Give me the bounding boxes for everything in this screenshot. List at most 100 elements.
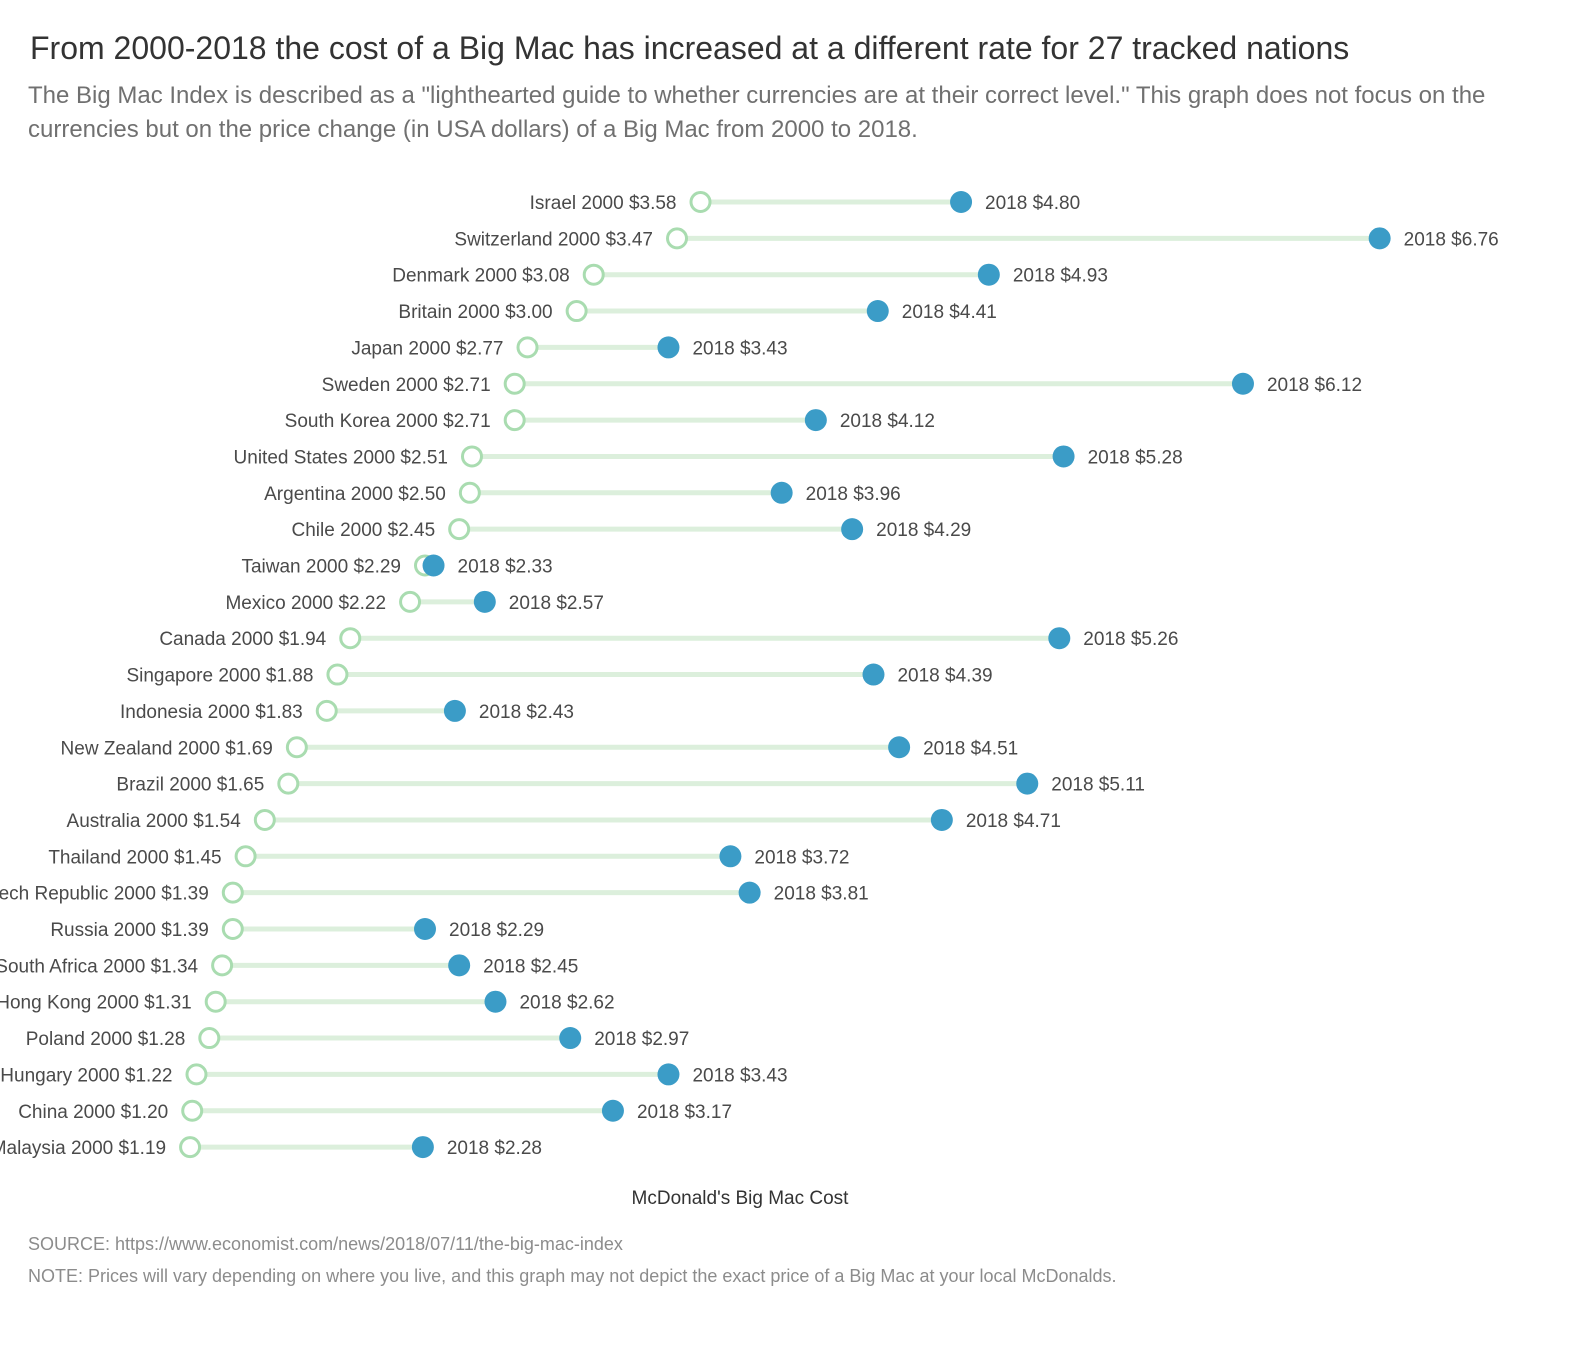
label-2018: 2018 $2.62 [519, 993, 614, 1014]
marker-2000 [234, 845, 257, 868]
marker-2018 [841, 518, 864, 541]
label-2018: 2018 $5.11 [1051, 775, 1145, 796]
marker-2018 [770, 481, 793, 504]
marker-2000 [179, 1136, 202, 1159]
label-2018: 2018 $4.51 [923, 738, 1018, 759]
row-united-states: United States 2000 $2.51 2018 $5.28 [234, 445, 1183, 468]
marker-2018 [422, 554, 445, 577]
marker-2000 [221, 881, 244, 904]
label-2000: Hungary 2000 $1.22 [0, 1065, 172, 1086]
label-2018: 2018 $5.26 [1083, 629, 1178, 650]
marker-2018 [414, 918, 437, 940]
label-2000: South Africa 2000 $1.34 [0, 956, 199, 977]
row-mexico: Mexico 2000 $2.22 2018 $2.57 [225, 590, 604, 614]
marker-2018 [738, 881, 761, 904]
row-indonesia: Indonesia 2000 $1.83 2018 $2.43 [120, 699, 574, 723]
marker-2000 [315, 699, 338, 722]
chart-title: From 2000-2018 the cost of a Big Mac has… [30, 30, 1350, 66]
marker-2018 [448, 954, 471, 977]
row-japan: Japan 2000 $2.77 2018 $3.43 [351, 336, 788, 359]
label-2018: 2018 $3.17 [637, 1102, 732, 1123]
label-2000: Russia 2000 $1.39 [50, 920, 208, 941]
marker-2018 [484, 990, 507, 1013]
marker-2000 [185, 1063, 208, 1086]
label-2000: Chile 2000 $2.45 [292, 520, 436, 541]
label-2018: 2018 $2.57 [509, 593, 604, 614]
label-2000: Israel 2000 $3.58 [530, 193, 677, 214]
row-taiwan: Taiwan 2000 $2.29 2018 $2.33 [241, 554, 553, 578]
dumbbell-chart: Israel 2000 $3.58 2018 $4.80 Switzerland 2… [0, 191, 1499, 1209]
label-2000: Britain 2000 $3.00 [398, 302, 552, 323]
marker-2000 [339, 627, 362, 650]
label-2000: China 2000 $1.20 [18, 1102, 168, 1123]
marker-2000 [516, 336, 539, 359]
marker-2000 [399, 590, 422, 613]
chart-subtitle: The Big Mac Index is described as a "lig… [28, 82, 1486, 143]
marker-2000 [221, 918, 244, 940]
row-hong-kong: Hong Kong 2000 $1.31 2018 $2.62 [0, 990, 615, 1014]
label-2018: 2018 $5.28 [1088, 447, 1183, 468]
row-sweden: Sweden 2000 $2.71 2018 $6.12 [322, 372, 1362, 396]
row-czech-republic: Czech Republic 2000 $1.39 2018 $3.81 [0, 881, 869, 905]
marker-2018 [443, 699, 466, 722]
marker-2018 [930, 808, 953, 831]
marker-2000 [198, 1027, 221, 1050]
label-2000: Denmark 2000 $3.08 [392, 266, 569, 287]
marker-2000 [582, 263, 605, 286]
row-south-korea: South Korea 2000 $2.71 2018 $4.12 [285, 409, 935, 432]
label-2000: Indonesia 2000 $1.83 [120, 702, 303, 723]
label-2018: 2018 $4.39 [897, 666, 992, 687]
marker-2018 [657, 336, 680, 359]
row-australia: Australia 2000 $1.54 2018 $4.71 [67, 808, 1061, 832]
label-2018: 2018 $4.41 [902, 302, 997, 323]
label-2000: Malaysia 2000 $1.19 [0, 1138, 166, 1159]
marker-2018 [977, 263, 1000, 286]
marker-2000 [458, 481, 481, 504]
row-argentina: Argentina 2000 $2.50 2018 $3.96 [264, 481, 901, 505]
label-2000: United States 2000 $2.51 [234, 447, 448, 468]
row-canada: Canada 2000 $1.94 2018 $5.26 [159, 627, 1178, 650]
label-2018: 2018 $4.71 [966, 811, 1061, 832]
label-2018: 2018 $3.81 [774, 884, 869, 905]
row-new-zealand: New Zealand 2000 $1.69 2018 $4.51 [61, 736, 1018, 759]
marker-2000 [689, 191, 712, 213]
marker-2018 [1016, 772, 1039, 795]
row-russia: Russia 2000 $1.39 2018 $2.29 [50, 918, 544, 941]
marker-2000 [253, 808, 276, 831]
marker-2018 [866, 300, 889, 323]
label-2000: Brazil 2000 $1.65 [116, 775, 264, 796]
label-2000: Australia 2000 $1.54 [67, 811, 242, 832]
marker-2018 [473, 590, 496, 613]
chart-rows: Israel 2000 $3.58 2018 $4.80 Switzerland 2… [0, 191, 1499, 1159]
label-2000: New Zealand 2000 $1.69 [61, 738, 273, 759]
label-2018: 2018 $2.45 [483, 956, 578, 977]
label-2000: Taiwan 2000 $2.29 [241, 557, 401, 578]
marker-2018 [657, 1063, 680, 1086]
label-2000: Argentina 2000 $2.50 [264, 484, 446, 505]
marker-2018 [411, 1136, 434, 1159]
marker-2000 [448, 518, 471, 541]
label-2000: Sweden 2000 $2.71 [322, 375, 491, 396]
source-note: SOURCE: https://www.economist.com/news/2… [28, 1234, 623, 1254]
label-2018: 2018 $3.43 [692, 1065, 787, 1086]
marker-2018 [888, 736, 911, 759]
label-2018: 2018 $2.29 [449, 920, 544, 941]
label-2018: 2018 $2.97 [594, 1029, 689, 1050]
marker-2018 [1048, 627, 1071, 650]
row-singapore: Singapore 2000 $1.88 2018 $4.39 [126, 663, 993, 687]
marker-2000 [503, 409, 526, 432]
disclaimer-note: NOTE: Prices will vary depending on wher… [28, 1266, 1117, 1286]
row-hungary: Hungary 2000 $1.22 2018 $3.43 [0, 1063, 788, 1086]
label-2000: Switzerland 2000 $3.47 [454, 229, 653, 250]
marker-2000 [666, 227, 689, 250]
label-2018: 2018 $2.33 [458, 557, 553, 578]
marker-2000 [460, 445, 483, 468]
marker-2000 [503, 372, 526, 395]
row-brazil: Brazil 2000 $1.65 2018 $5.11 [116, 772, 1145, 796]
marker-2000 [277, 772, 300, 795]
row-thailand: Thailand 2000 $1.45 2018 $3.72 [48, 845, 849, 868]
marker-2018 [1368, 227, 1391, 250]
row-china: China 2000 $1.20 2018 $3.17 [18, 1099, 732, 1123]
row-malaysia: Malaysia 2000 $1.19 2018 $2.28 [0, 1136, 542, 1159]
marker-2018 [950, 191, 973, 213]
